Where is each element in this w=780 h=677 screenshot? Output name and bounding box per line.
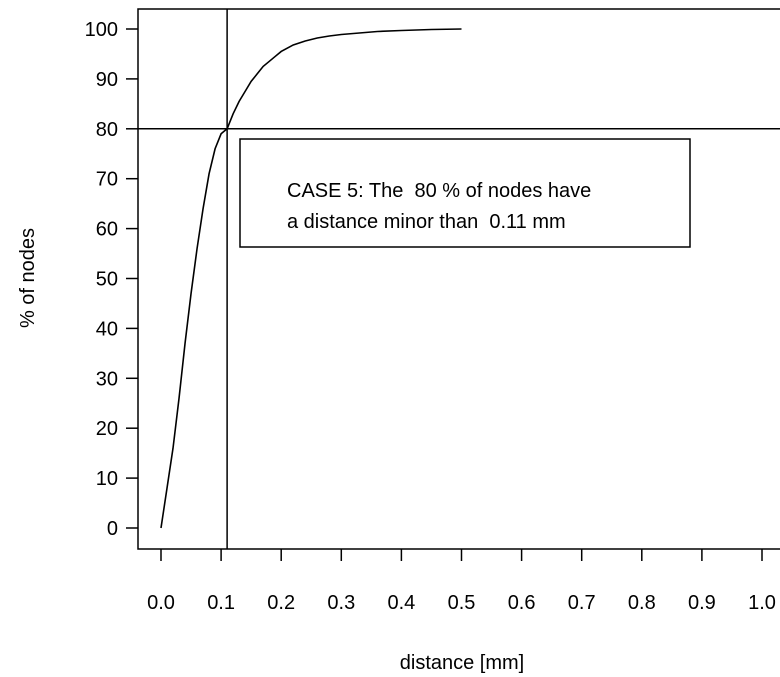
y-tick-label: 20 — [96, 418, 118, 440]
y-tick-label: 50 — [96, 269, 118, 291]
y-tick-label: 80 — [96, 119, 118, 141]
x-tick-label: 0.0 — [147, 592, 175, 614]
x-tick-label: 0.1 — [207, 592, 235, 614]
x-tick-label: 0.9 — [688, 592, 716, 614]
x-tick-label: 0.2 — [267, 592, 295, 614]
annotation-line-1: CASE 5: The 80 % of nodes have — [287, 180, 591, 202]
y-axis-title: % of nodes — [17, 228, 39, 328]
x-axis: 0.0 0.1 0.2 0.3 0.4 0.5 0.6 0.7 0.8 0.9 1.0 — [147, 549, 776, 614]
reference-lines — [138, 9, 780, 549]
series-line — [160, 28, 462, 529]
y-tick-label: 70 — [96, 169, 118, 191]
y-tick-label: 90 — [96, 69, 118, 91]
annotation-line-2: a distance minor than 0.11 mm — [287, 211, 566, 233]
x-tick-label: 0.3 — [327, 592, 355, 614]
y-tick-label: 0 — [107, 518, 118, 540]
x-tick-label: 0.8 — [628, 592, 656, 614]
y-axis: 0 10 20 30 40 50 60 70 80 90 100 — [85, 19, 138, 540]
x-tick-label: 1.0 — [748, 592, 776, 614]
series-layer — [160, 28, 462, 529]
y-tick-label: 30 — [96, 368, 118, 390]
y-tick-label: 100 — [85, 19, 118, 41]
x-tick-label: 0.6 — [508, 592, 536, 614]
y-tick-label: 60 — [96, 219, 118, 241]
annotation-frame — [239, 138, 691, 248]
x-axis-title: distance [mm] — [400, 652, 524, 674]
x-tick-label: 0.5 — [448, 592, 476, 614]
x-tick-label: 0.7 — [568, 592, 596, 614]
x-tick-label: 0.4 — [387, 592, 415, 614]
y-tick-label: 10 — [96, 468, 118, 490]
annotation-box: CASE 5: The 80 % of nodes have a distanc… — [239, 138, 691, 248]
y-tick-label: 40 — [96, 318, 118, 340]
